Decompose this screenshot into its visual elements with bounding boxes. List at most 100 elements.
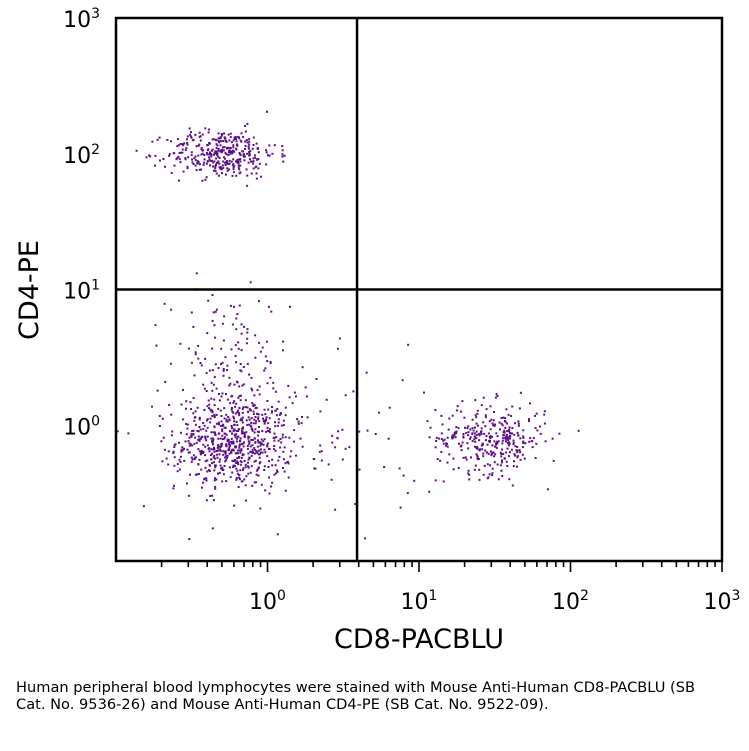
data-point [206,435,209,438]
data-point [211,494,214,497]
data-point [489,405,492,408]
data-point [254,449,257,451]
data-point [229,147,232,149]
data-point [471,440,474,443]
data-point [295,454,297,457]
data-point [207,448,210,450]
data-point [208,156,211,159]
data-point [219,409,222,412]
data-point [248,151,250,154]
data-point [178,468,181,471]
data-point [228,441,231,444]
data-point [267,305,270,308]
data-point [258,449,261,452]
data-point [508,426,511,429]
figure-caption: Human peripheral blood lymphocytes were … [16,679,695,713]
data-point [192,325,195,328]
data-point [512,439,515,442]
data-point [217,132,220,135]
data-point [185,400,188,403]
data-point [212,437,215,440]
data-point [229,132,232,135]
data-point [337,430,339,433]
data-point [225,413,228,416]
data-point [320,459,323,462]
data-point [502,434,505,437]
data-point [237,409,240,412]
data-point [205,162,208,165]
data-point [280,424,283,427]
data-point [142,505,145,508]
data-point [267,154,269,157]
data-point [232,401,235,404]
data-point [197,154,200,157]
data-point [202,452,205,454]
data-point [448,417,451,420]
data-point [200,486,203,489]
data-point [475,434,478,437]
data-point [228,419,231,422]
data-point [249,471,252,474]
data-point [209,164,211,167]
data-point [208,470,211,472]
data-point [491,467,494,470]
data-point [467,472,470,475]
data-point [495,432,498,435]
data-point [241,150,244,153]
data-point [474,445,476,448]
data-point [510,448,513,451]
data-point [496,435,499,438]
data-point [228,452,231,455]
data-point [407,343,410,346]
data-point [268,428,271,431]
data-point [205,176,208,179]
data-point [222,453,225,456]
data-point [207,131,210,134]
data-point [178,441,180,444]
data-point [484,449,487,452]
data-point [388,406,391,409]
data-point [217,137,220,140]
data-point [197,435,200,438]
data-point [213,160,216,163]
data-point [271,458,274,461]
data-point [219,144,222,147]
data-point [282,450,285,453]
data-point [261,430,264,432]
data-point [463,416,466,419]
data-point [506,465,509,467]
data-point [288,396,291,399]
data-point [173,464,176,467]
data-point [460,449,463,452]
data-point [220,420,223,423]
data-point [223,426,226,429]
data-point [224,356,227,359]
data-point [259,461,262,464]
data-point [208,158,211,161]
data-point [200,468,203,471]
data-point [209,417,212,420]
data-point [258,462,261,465]
data-point [253,460,256,463]
data-point [206,426,209,429]
data-point [234,465,236,467]
data-point [268,417,271,420]
data-point [242,432,245,435]
data-point [211,148,214,151]
data-point [471,427,474,430]
data-point [186,427,189,430]
data-point [296,418,299,421]
data-point [488,439,491,442]
data-point [516,465,518,468]
data-point [501,474,504,477]
data-point [199,139,202,142]
data-point [293,440,296,443]
data-point [253,431,256,434]
data-point [491,422,494,425]
data-point [231,410,234,413]
data-point [258,385,261,388]
data-point [524,442,527,445]
data-point [528,420,530,422]
data-point [222,473,225,476]
data-point [462,436,465,439]
